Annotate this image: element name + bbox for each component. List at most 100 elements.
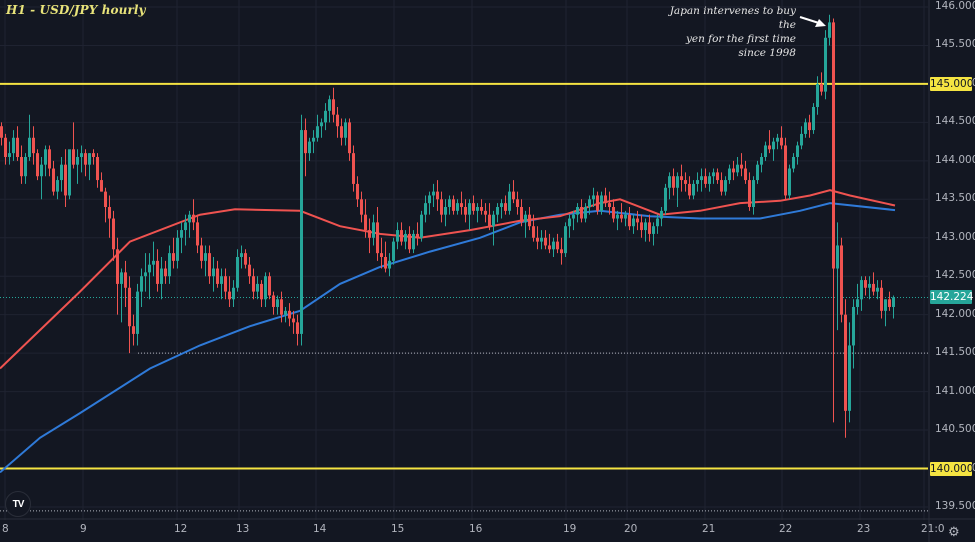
candle-up xyxy=(44,149,47,165)
candle-up xyxy=(500,203,503,207)
candle-up xyxy=(88,153,91,165)
candle-up xyxy=(276,299,279,307)
candle-up xyxy=(884,299,887,311)
candle-up xyxy=(752,180,755,207)
candle-down xyxy=(672,176,675,188)
candle-up xyxy=(616,214,619,219)
candle-up xyxy=(232,287,235,300)
candle-up xyxy=(316,126,319,138)
candle-down xyxy=(72,149,75,165)
candle-down xyxy=(464,206,467,215)
candle-down xyxy=(888,299,891,307)
time-tick-label: 21:0 xyxy=(921,523,945,535)
candle-down xyxy=(304,130,307,154)
candle-down xyxy=(548,245,551,250)
candle-up xyxy=(188,214,191,223)
candle-up xyxy=(660,210,663,219)
candle-down xyxy=(768,145,771,150)
candle-down xyxy=(16,137,19,157)
gear-icon[interactable]: ⚙ xyxy=(948,524,960,539)
candle-up xyxy=(696,180,699,184)
candle-down xyxy=(252,276,255,292)
candle-up xyxy=(176,237,179,261)
candle-up xyxy=(568,218,571,227)
time-tick-label: 12 xyxy=(174,523,188,535)
candle-up xyxy=(540,237,543,242)
candle-up xyxy=(148,264,151,273)
candle-up xyxy=(576,206,579,215)
candle-up xyxy=(300,130,303,334)
candle-up xyxy=(772,141,775,150)
candle-down xyxy=(532,226,535,238)
time-tick-label: 9 xyxy=(80,523,87,535)
candle-down xyxy=(416,233,419,238)
candle-down xyxy=(720,180,723,192)
candle-down xyxy=(744,168,747,181)
candle-down xyxy=(164,268,167,277)
candle-down xyxy=(208,253,211,277)
candle-down xyxy=(104,191,107,207)
time-tick-label: 20 xyxy=(624,523,638,535)
candle-up xyxy=(816,83,819,107)
candle-down xyxy=(268,276,271,296)
candle-up xyxy=(868,283,871,288)
candle-up xyxy=(432,191,435,196)
candle-down xyxy=(520,206,523,223)
candle-up xyxy=(428,195,431,204)
price-tick-label: 141.500 xyxy=(935,346,975,359)
candle-down xyxy=(436,191,439,200)
candle-down xyxy=(832,22,835,269)
candle-down xyxy=(536,237,539,242)
candle-down xyxy=(480,206,483,211)
time-tick-label: 15 xyxy=(391,523,405,535)
candle-up xyxy=(220,276,223,284)
candle-up xyxy=(572,214,575,219)
candle-down xyxy=(296,322,299,334)
tradingview-logo-icon[interactable]: TV xyxy=(5,491,31,517)
candle-up xyxy=(876,287,879,292)
candle-down xyxy=(460,203,463,207)
candle-up xyxy=(80,153,83,157)
candle-down xyxy=(716,172,719,181)
candle-down xyxy=(408,233,411,250)
candle-up xyxy=(836,245,839,269)
candle-up xyxy=(644,222,647,231)
candle-down xyxy=(580,206,583,219)
candle-up xyxy=(584,206,587,219)
candle-up xyxy=(508,191,511,211)
candle-down xyxy=(336,114,339,127)
candle-up xyxy=(344,122,347,138)
candle-down xyxy=(64,164,67,196)
candle-up xyxy=(212,268,215,277)
level-price-tag: 140.000 xyxy=(930,461,974,476)
candle-up xyxy=(56,180,59,192)
candle-up xyxy=(812,106,815,131)
candle-down xyxy=(244,253,247,265)
candle-up xyxy=(828,22,831,38)
candle-down xyxy=(608,203,611,207)
candle-down xyxy=(172,253,175,261)
candle-down xyxy=(108,206,111,219)
candle-up xyxy=(792,156,795,169)
candle-down xyxy=(648,222,651,234)
candle-up xyxy=(708,176,711,184)
candle-down xyxy=(100,180,103,192)
candle-up xyxy=(760,156,763,165)
candle-down xyxy=(680,176,683,181)
candle-up xyxy=(668,176,671,188)
candle-down xyxy=(880,287,883,311)
candle-down xyxy=(684,180,687,184)
candle-down xyxy=(200,245,203,261)
candle-up xyxy=(776,137,779,142)
candle-down xyxy=(348,122,351,154)
candle-down xyxy=(248,264,251,277)
candle-down xyxy=(784,145,787,196)
candle-down xyxy=(488,214,491,227)
moving-average-blue xyxy=(0,202,896,474)
candle-down xyxy=(132,326,135,334)
candle-up xyxy=(552,241,555,250)
price-tick-label: 144.000 xyxy=(935,153,975,166)
candle-up xyxy=(448,199,451,207)
